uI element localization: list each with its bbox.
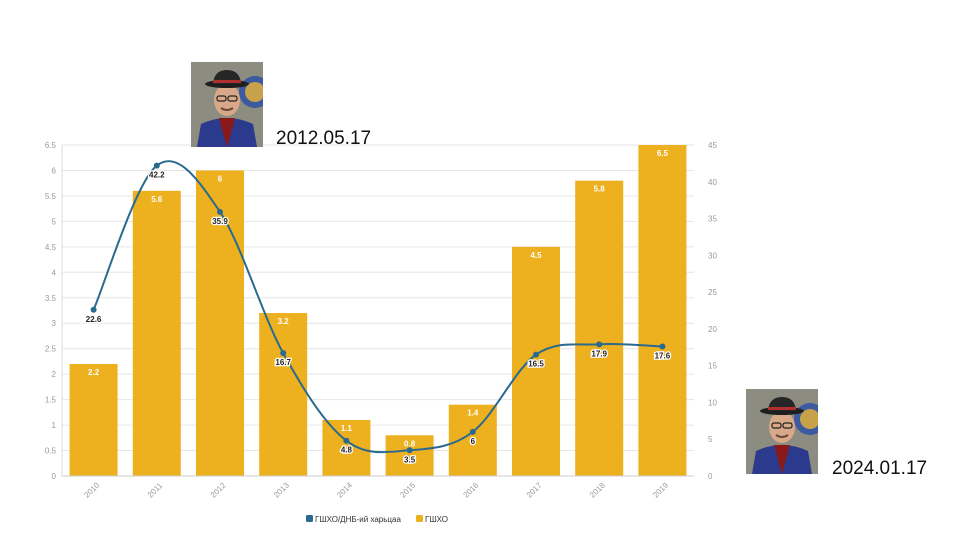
x-tick-label: 2019 — [651, 480, 670, 499]
line-value-label: 17.9 — [591, 349, 607, 358]
bar — [638, 145, 687, 476]
y-left-tick-label: 3 — [52, 319, 57, 328]
y-left-tick-label: 1.5 — [45, 396, 57, 405]
x-tick-label: 2014 — [335, 480, 354, 499]
bar — [196, 170, 244, 476]
x-tick-label: 2010 — [82, 480, 101, 499]
line-point — [217, 208, 223, 215]
y-left-tick-label: 5 — [52, 217, 57, 226]
bar-value-label: 3.2 — [278, 317, 290, 326]
line-value-label: 17.6 — [655, 352, 671, 361]
legend-swatch-line — [306, 515, 313, 522]
bar — [385, 435, 434, 476]
date-bottom: 2024.01.17 — [832, 458, 928, 479]
y-left-tick-label: 2.5 — [45, 345, 57, 354]
person-portrait-icon — [191, 62, 263, 147]
line-value-label: 16.7 — [275, 358, 291, 367]
y-left-tick-label: 5.5 — [45, 192, 57, 201]
x-tick-label: 2016 — [462, 480, 481, 499]
line-value-label: 4.8 — [341, 446, 353, 455]
y-left-tick-label: 3.5 — [45, 294, 57, 303]
y-right-tick-label: 25 — [708, 288, 717, 297]
line-point — [280, 350, 287, 357]
bar-value-label: 6 — [218, 174, 223, 183]
line-value-label: 3.5 — [404, 455, 416, 464]
y-right-tick-label: 40 — [708, 178, 717, 187]
x-tick-label: 2011 — [146, 481, 165, 500]
y-left-tick-label: 0.5 — [45, 447, 57, 456]
y-left-tick-label: 4.5 — [45, 243, 57, 252]
y-right-tick-label: 35 — [708, 215, 717, 224]
y-right-tick-label: 5 — [708, 435, 713, 444]
y-left-tick-label: 4 — [52, 268, 57, 277]
line-value-label: 16.5 — [528, 360, 544, 369]
line-value-label: 22.6 — [86, 315, 102, 324]
bar-value-label: 5.6 — [151, 195, 163, 204]
legend-label-bar: ГШХО — [425, 515, 448, 524]
y-left-tick-label: 2 — [52, 370, 57, 379]
line-point — [90, 306, 97, 313]
x-tick-label: 2018 — [588, 480, 607, 499]
bar-value-label: 0.8 — [404, 439, 416, 448]
y-left-tick-label: 1 — [52, 421, 57, 430]
line-series: 22.6 42.2 35.9 16.7 4.8 3.5 6 16.5 17.9 17.6 — [85, 160, 672, 466]
bar — [512, 246, 560, 476]
line-point — [596, 341, 603, 348]
bar-series: 2.2 5.6 6 3.2 1.1 0.8 1.4 4.5 5.8 6.5 — [69, 145, 687, 477]
legend-swatch-bar — [416, 515, 423, 522]
bar-value-label: 1.1 — [341, 424, 353, 433]
line-value-label: 6 — [471, 437, 476, 446]
y-right-tick-label: 10 — [708, 398, 717, 407]
person-portrait-icon — [746, 389, 818, 474]
line-point — [533, 351, 539, 358]
y-left-tick-label: 6.5 — [45, 141, 57, 150]
line-point — [343, 437, 350, 444]
x-tick-label: 2012 — [209, 480, 228, 499]
bar-value-label: 6.5 — [657, 149, 669, 158]
line-point — [153, 162, 160, 169]
x-tick-label: 2017 — [525, 480, 544, 499]
y-left-tick-label: 0 — [52, 472, 57, 481]
y-right-tick-label: 20 — [708, 325, 717, 334]
bar — [322, 419, 371, 476]
x-tick-label: 2013 — [272, 480, 291, 499]
y-left-tick-label: 6 — [52, 166, 57, 175]
line-point — [406, 447, 413, 454]
line-point — [469, 428, 476, 435]
line-point — [659, 343, 666, 350]
bar-value-label: 4.5 — [530, 251, 542, 260]
y-right-tick-label: 15 — [708, 362, 717, 371]
x-tick-label: 2015 — [398, 480, 417, 499]
line-value-label: 35.9 — [212, 217, 228, 226]
legend-label-line: ГШХО/ДНБ-ий харьцаа — [315, 515, 401, 524]
bar-value-label: 2.2 — [88, 368, 100, 377]
bar-value-label: 1.4 — [467, 409, 479, 418]
y-right-tick-label: 30 — [708, 251, 717, 260]
legend: ГШХО/ДНБ-ий харьцаа ГШХО — [306, 515, 448, 524]
bar — [575, 180, 624, 476]
line-value-label: 42.2 — [149, 171, 165, 180]
y-right-tick-label: 45 — [708, 141, 717, 150]
portrait-bottom — [746, 389, 818, 474]
bar — [259, 313, 308, 476]
bar — [69, 363, 118, 476]
bar — [132, 190, 181, 477]
date-top: 2012.05.17 — [276, 128, 372, 149]
bar-value-label: 5.8 — [594, 185, 606, 194]
y-right-tick-label: 0 — [708, 472, 713, 481]
portrait-top — [191, 62, 263, 147]
